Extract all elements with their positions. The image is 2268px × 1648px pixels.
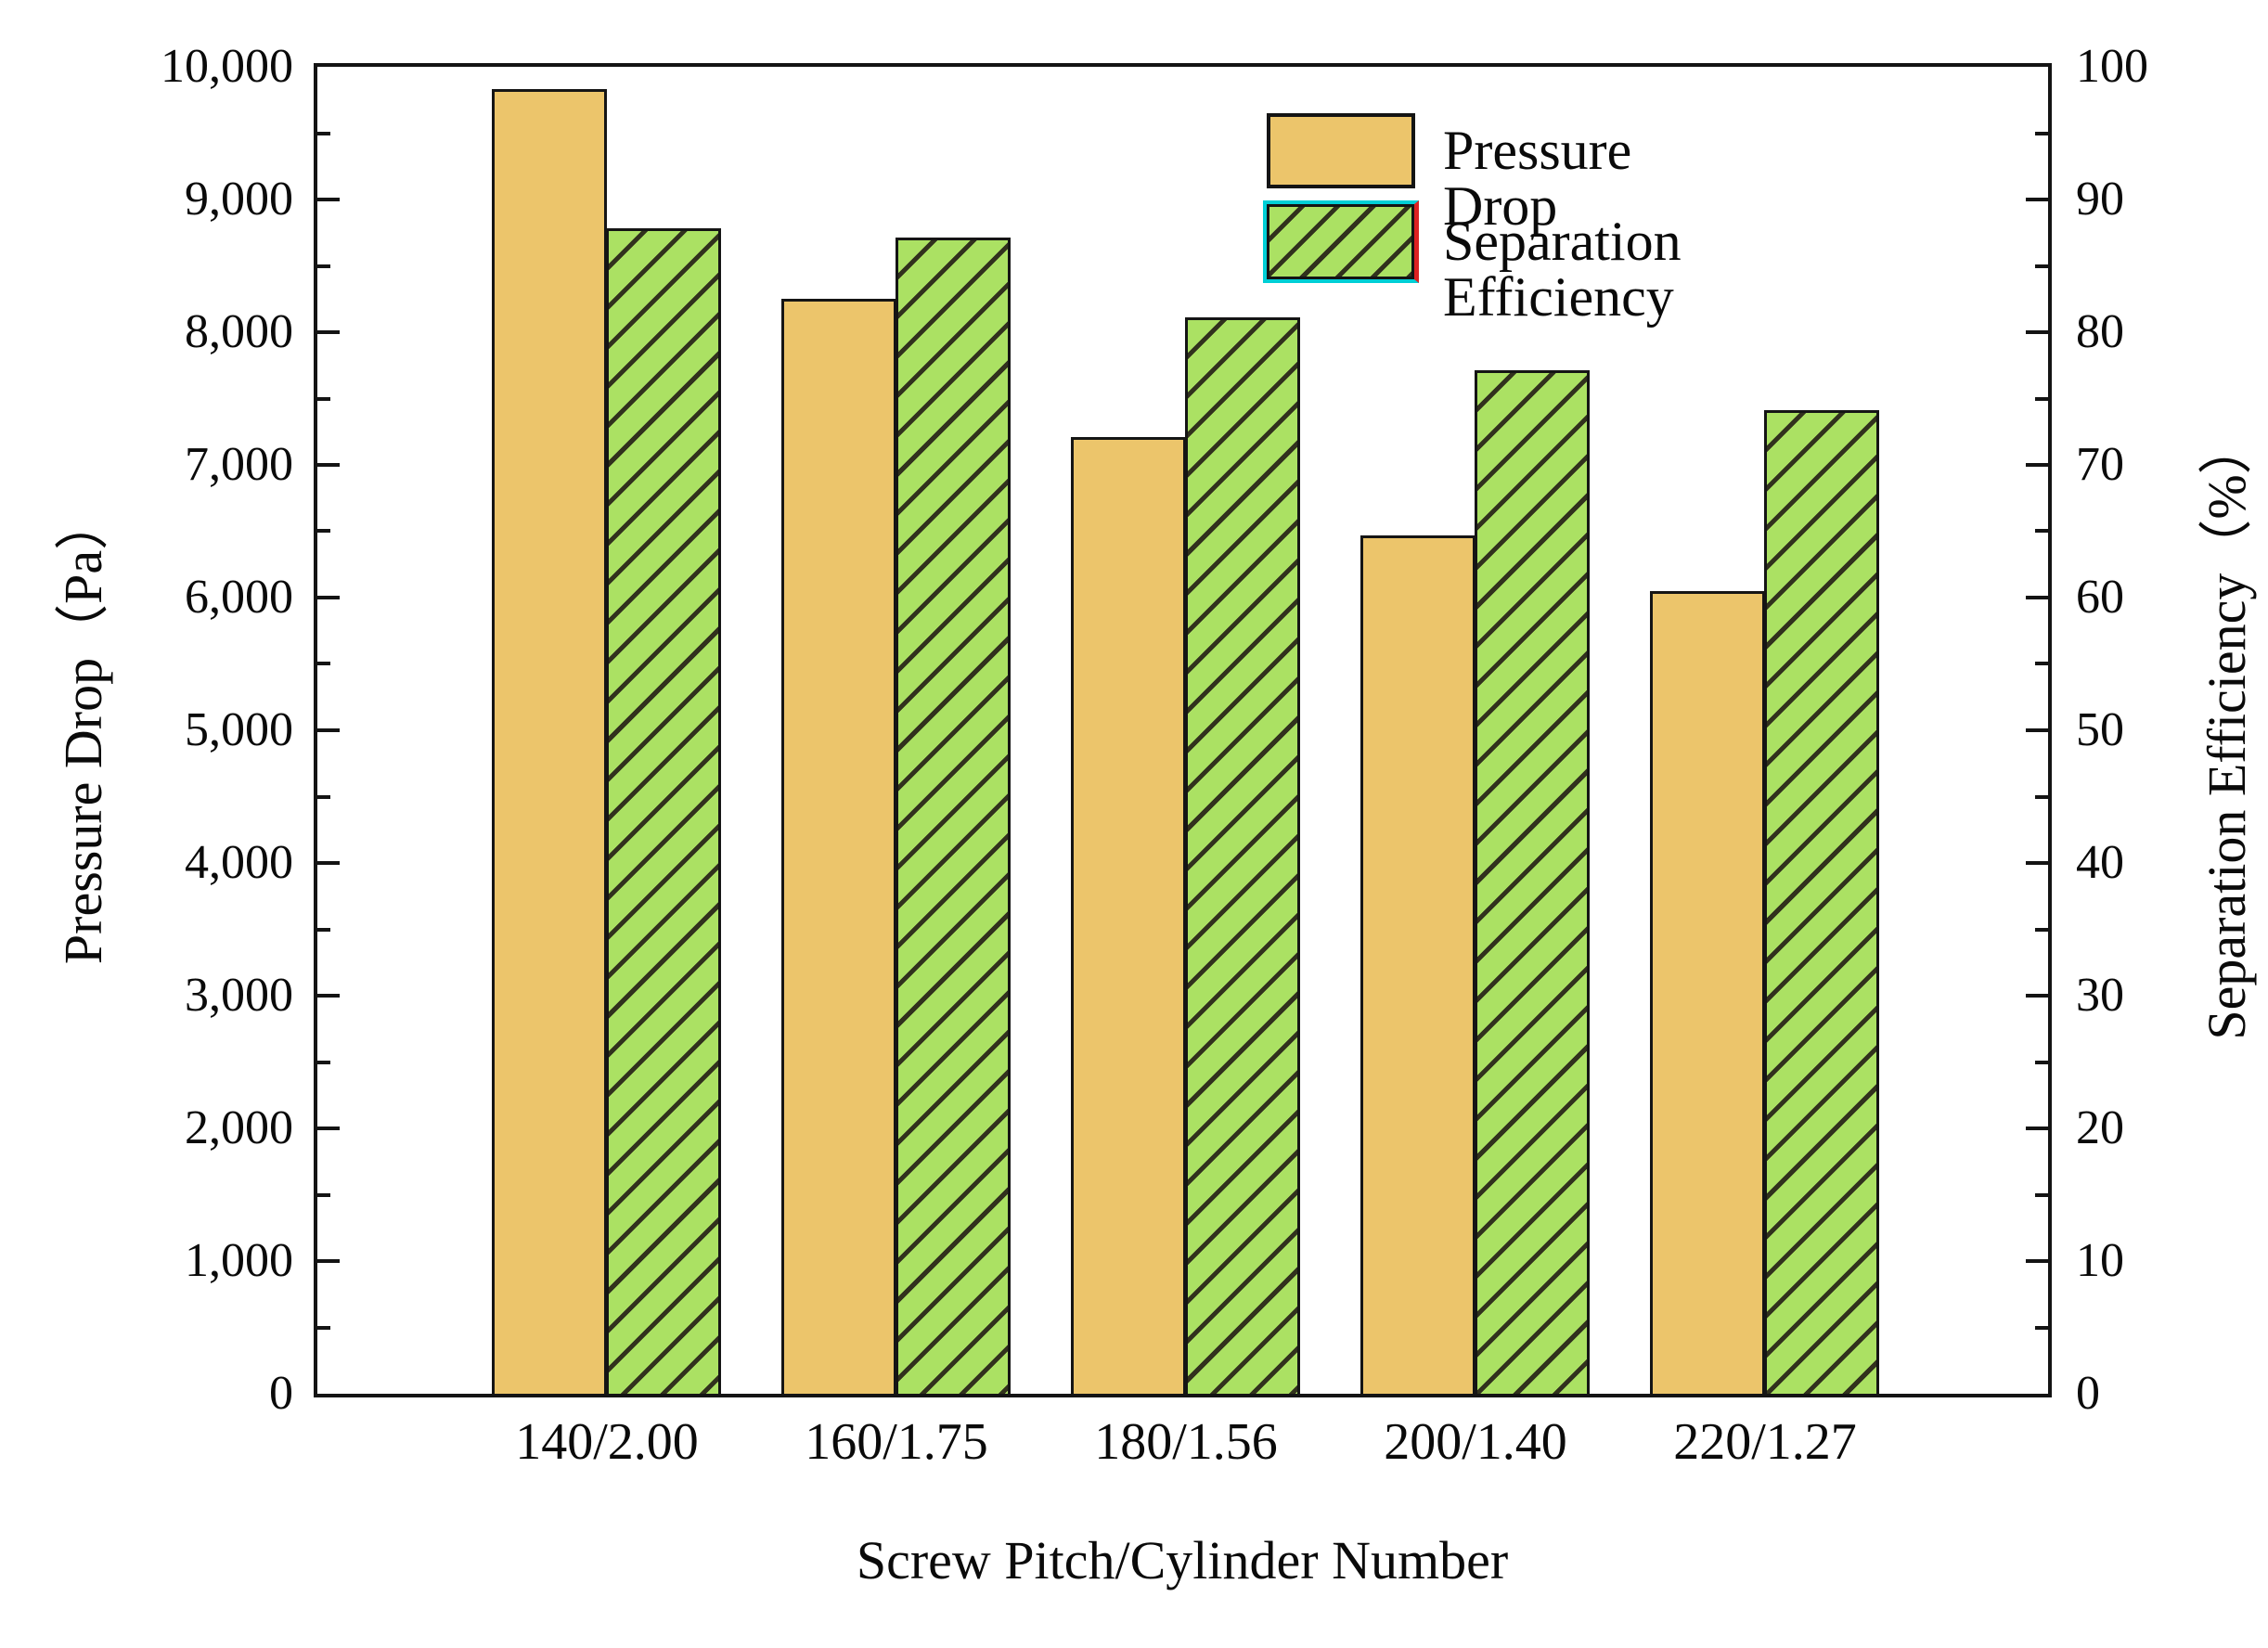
right-axis-tick-label: 40 <box>2076 836 2124 889</box>
left-axis-major-tick <box>317 994 340 998</box>
right-axis-tick-label: 30 <box>2076 969 2124 1022</box>
right-axis-major-tick <box>2026 1127 2048 1130</box>
left-axis-tick-label: 2,000 <box>185 1101 293 1154</box>
left-axis-tick-label: 5,000 <box>185 703 293 756</box>
right-axis-tick-label: 100 <box>2076 40 2148 93</box>
right-axis-tick-label: 70 <box>2076 438 2124 491</box>
left-axis-minor-tick <box>317 397 330 401</box>
efficiency-bar-140/2.00 <box>606 228 721 1394</box>
pressure-bar-220/1.27 <box>1650 591 1765 1394</box>
right-axis-minor-tick <box>2035 132 2048 135</box>
efficiency-bar-160/1.75 <box>896 238 1011 1394</box>
right-axis-tick-label: 20 <box>2076 1101 2124 1154</box>
efficiency-bar-220/1.27 <box>1764 410 1879 1394</box>
left-axis-major-tick <box>317 330 340 334</box>
left-axis-major-tick <box>317 861 340 865</box>
left-axis-tick-label: 7,000 <box>185 438 293 491</box>
left-axis-tick-label: 8,000 <box>185 305 293 358</box>
pressure-bar-200/1.40 <box>1360 535 1475 1394</box>
left-axis-minor-tick <box>317 1061 330 1064</box>
left-axis-tick-label: 1,000 <box>185 1234 293 1287</box>
right-axis-major-tick <box>2026 728 2048 732</box>
right-axis-tick-label: 90 <box>2076 173 2124 225</box>
left-axis-tick-label: 6,000 <box>185 571 293 624</box>
right-axis-minor-tick <box>2035 795 2048 799</box>
right-axis-major-tick <box>2026 463 2048 467</box>
left-axis-minor-tick <box>317 529 330 533</box>
left-axis-minor-tick <box>317 132 330 135</box>
left-axis-major-tick <box>317 463 340 467</box>
right-axis-major-tick <box>2026 994 2048 998</box>
left-axis-major-tick <box>317 1127 340 1130</box>
x-axis-tick-label: 160/1.75 <box>805 1413 988 1471</box>
left-axis-minor-tick <box>317 928 330 932</box>
left-axis-major-tick <box>317 1259 340 1263</box>
x-axis-tick-label: 180/1.56 <box>1094 1413 1278 1471</box>
right-axis-tick-label: 0 <box>2076 1367 2100 1420</box>
right-axis-title: Separation Efficiency（%） <box>2197 420 2257 1040</box>
right-axis-minor-tick <box>2035 1061 2048 1064</box>
right-axis-tick-label: 80 <box>2076 305 2124 358</box>
right-axis-major-tick <box>2026 1259 2048 1263</box>
left-axis-minor-tick <box>317 662 330 665</box>
right-axis-tick-label: 60 <box>2076 571 2124 624</box>
right-axis-major-tick <box>2026 596 2048 599</box>
legend-swatch-hatch <box>1267 204 1414 279</box>
left-axis-tick-label: 10,000 <box>161 40 293 93</box>
right-axis-minor-tick <box>2035 1193 2048 1197</box>
pressure-bar-180/1.56 <box>1071 437 1186 1394</box>
left-axis-tick-label: 9,000 <box>185 173 293 225</box>
left-axis-major-tick <box>317 198 340 201</box>
right-axis-minor-tick <box>2035 529 2048 533</box>
left-axis-minor-tick <box>317 1193 330 1197</box>
pressure-bar-160/1.75 <box>781 299 896 1394</box>
left-axis-tick-label: 3,000 <box>185 969 293 1022</box>
right-axis-major-tick <box>2026 330 2048 334</box>
left-axis-minor-tick <box>317 1326 330 1330</box>
left-axis-minor-tick <box>317 795 330 799</box>
x-axis-tick-label: 200/1.40 <box>1384 1413 1567 1471</box>
right-axis-tick-label: 50 <box>2076 703 2124 756</box>
x-axis-tick-label: 220/1.27 <box>1673 1413 1857 1471</box>
left-axis-tick-label: 4,000 <box>185 836 293 889</box>
efficiency-bar-180/1.56 <box>1185 317 1300 1394</box>
right-axis-minor-tick <box>2035 1326 2048 1330</box>
right-axis-tick-label: 10 <box>2076 1234 2124 1287</box>
right-axis-minor-tick <box>2035 397 2048 401</box>
right-axis-minor-tick <box>2035 662 2048 665</box>
pressure-bar-140/2.00 <box>492 89 607 1394</box>
left-axis-tick-label: 0 <box>269 1367 293 1420</box>
legend-label-separation-efficiency: Separation Efficiency <box>1443 211 1682 328</box>
x-axis-title: Screw Pitch/Cylinder Number <box>856 1530 1509 1590</box>
right-axis-minor-tick <box>2035 264 2048 268</box>
left-axis-major-tick <box>317 728 340 732</box>
legend-swatch-pressure-drop <box>1267 113 1415 188</box>
left-axis-major-tick <box>317 596 340 599</box>
legend-label-pressure-drop: Pressure Drop <box>1443 120 1632 237</box>
left-axis-title: Pressure Drop（Pa） <box>53 496 113 965</box>
right-axis-minor-tick <box>2035 928 2048 932</box>
plot-area <box>314 63 2052 1397</box>
legend-swatch-separation-efficiency <box>1263 200 1419 283</box>
right-axis-major-tick <box>2026 861 2048 865</box>
left-axis-minor-tick <box>317 264 330 268</box>
efficiency-bar-200/1.40 <box>1475 370 1590 1394</box>
x-axis-tick-label: 140/2.00 <box>515 1413 699 1471</box>
right-axis-major-tick <box>2026 198 2048 201</box>
